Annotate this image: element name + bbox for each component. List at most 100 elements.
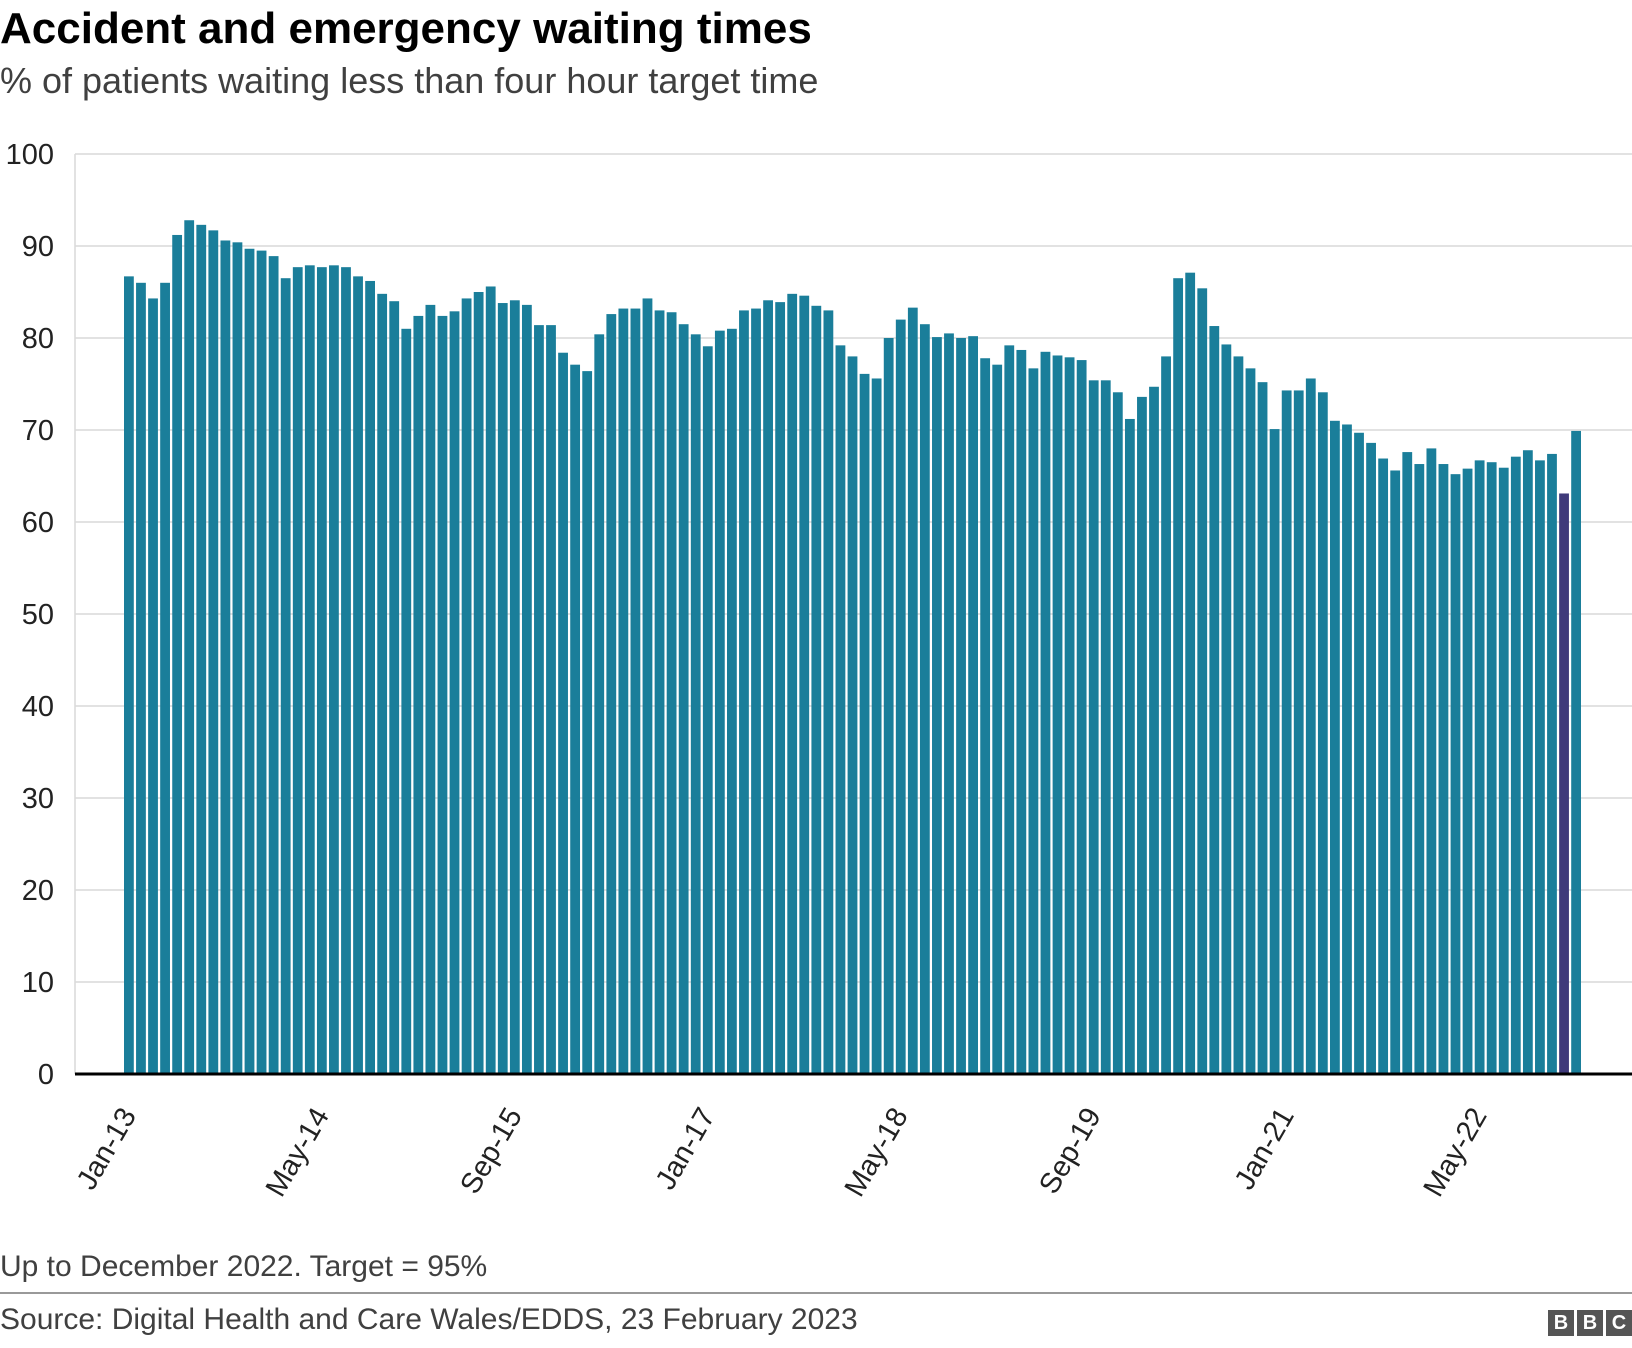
bar [268,256,279,1074]
chart-title: Accident and emergency waiting times [0,4,812,53]
bar [1185,272,1196,1074]
bar [1462,468,1473,1074]
x-tick-label: Jan-13 [71,1103,143,1196]
bar [1317,392,1328,1074]
bars [124,220,1581,1075]
bar [1390,470,1401,1075]
bar [1281,390,1292,1074]
bar [968,336,978,1074]
x-axis-tick-labels: Jan-13 May-14 Sep-15 Jan-17 May-18 Sep-19 Jan-… [71,1103,1494,1203]
bar [823,310,834,1074]
bar [606,314,617,1075]
bar [546,325,556,1074]
x-tick-label: May-22 [1418,1103,1494,1203]
bar [582,371,593,1074]
x-tick-label: Sep-15 [454,1103,528,1200]
bar [256,250,267,1075]
bar [1474,460,1485,1074]
y-axis-tick-labels: 0 10 20 30 40 50 60 70 80 90 100 [6,139,54,1091]
bar [1450,474,1461,1074]
bar [1088,380,1099,1074]
bar [1076,360,1087,1075]
x-tick-label: Jan-21 [1229,1103,1301,1196]
bar [196,224,207,1075]
bar [1547,453,1557,1074]
bar [883,338,894,1074]
bar [1124,418,1135,1075]
bar [702,346,713,1074]
bar [292,267,303,1074]
bar [148,298,158,1074]
bar [220,240,231,1075]
bar [859,373,870,1074]
bar [775,302,786,1074]
bar [485,286,496,1075]
bar [654,310,665,1074]
bar [1112,392,1123,1074]
bar [1149,386,1159,1074]
y-tick-label: 10 [22,967,54,999]
bar [1342,424,1352,1075]
y-tick-label: 40 [22,691,54,723]
bar [473,292,484,1074]
bar [1100,380,1111,1074]
bar [1498,467,1509,1075]
bar [847,356,858,1074]
y-tick-label: 50 [22,599,54,631]
x-tick-label: May-14 [260,1103,336,1203]
bar [1378,458,1389,1074]
chart-subtitle: % of patients waiting less than four hou… [0,60,819,101]
logo-letter: B [1577,1310,1603,1336]
y-tick-label: 100 [6,139,54,171]
bar [437,315,448,1074]
bar [1414,464,1425,1074]
bar [1016,349,1027,1075]
bar [244,248,255,1074]
bar [835,345,846,1074]
bar [1486,462,1497,1074]
bar [666,312,677,1074]
bar [907,307,918,1074]
bar [232,242,243,1074]
bbc-logo: B B C [1548,1310,1632,1336]
bar [1559,493,1569,1075]
bar [1161,356,1171,1074]
bar [389,301,400,1074]
bar [377,293,388,1075]
bar [1510,456,1521,1074]
x-tick-label: May-18 [839,1103,915,1203]
bar [208,230,219,1075]
bar [1028,368,1039,1074]
bar [992,364,1003,1074]
bar [1269,429,1280,1075]
bar [1257,382,1268,1074]
y-tick-label: 0 [38,1059,54,1091]
bar [1366,442,1376,1074]
y-tick-label: 20 [22,875,54,907]
bar [811,305,822,1074]
bar [799,295,810,1074]
bar [401,328,412,1074]
bar [353,276,363,1074]
bar [739,310,749,1074]
bar [425,304,436,1074]
bar [1330,420,1340,1074]
bar [642,298,653,1074]
bar [871,378,882,1075]
bar [1245,368,1256,1074]
bar-chart: 0 10 20 30 40 50 60 70 80 90 100 Jan-13 May-14 Sep-1… [6,139,1632,1203]
bar [727,328,737,1074]
bar [1064,357,1075,1074]
bar [763,300,773,1074]
bar [1438,464,1449,1074]
y-tick-label: 30 [22,783,54,815]
bar [714,330,725,1074]
bar [509,300,520,1074]
bar [124,276,134,1074]
bar [534,325,544,1074]
bar [461,298,472,1074]
chart-footnote: Up to December 2022. Target = 95% [0,1250,488,1283]
x-tick-label: Sep-19 [1033,1103,1107,1200]
bar [1209,326,1220,1074]
bar [919,324,930,1074]
